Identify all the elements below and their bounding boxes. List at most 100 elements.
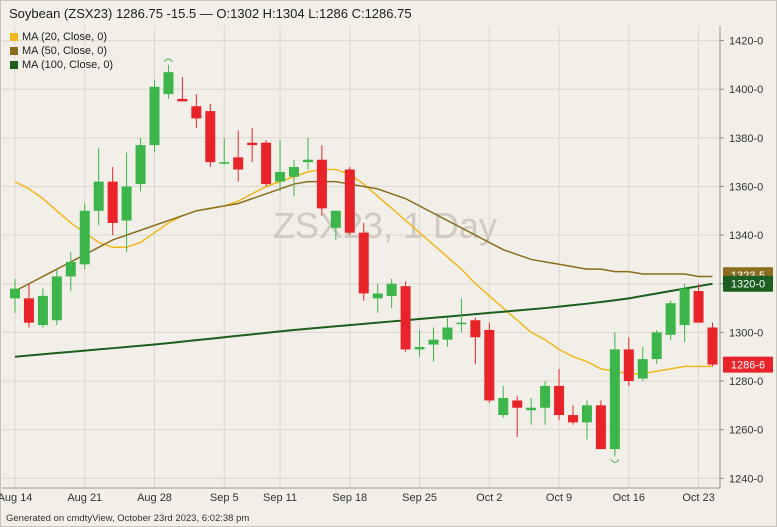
candle (442, 317, 453, 347)
candle (637, 346, 648, 382)
candle-body (121, 186, 132, 221)
candle-body (261, 142, 272, 185)
candle-body (526, 407, 537, 411)
x-tick-label: Aug 21 (67, 492, 102, 504)
candle (79, 203, 90, 270)
y-tick-label: 1360-0 (729, 181, 763, 193)
candle-body (372, 293, 383, 299)
legend-swatch-ma50 (10, 47, 18, 55)
candle-body (400, 286, 411, 350)
candle-body (51, 276, 62, 321)
chart-legend: MA (20, Close, 0) MA (50, Close, 0) MA (… (10, 31, 113, 73)
x-tick-label: Aug 14 (0, 492, 32, 504)
x-tick-label: Oct 9 (546, 492, 572, 504)
candle (135, 137, 146, 192)
y-tick-label: 1240-0 (729, 473, 763, 485)
y-tick-label: 1340-0 (729, 230, 763, 242)
candle-body (609, 349, 620, 450)
candle (498, 385, 509, 418)
price-tag-bg (723, 356, 773, 373)
candle (651, 329, 662, 364)
candle-body (37, 295, 48, 326)
candle (526, 398, 537, 425)
candle (693, 283, 704, 323)
candle (302, 137, 313, 170)
candle (595, 400, 606, 450)
candle (330, 210, 341, 240)
candle-body (79, 210, 90, 265)
price-tag: 1286-6 (723, 356, 773, 373)
axes: 1240-0 1260-0 1280-0 1300-0 1320-0 1340-0 1360… (0, 26, 763, 504)
candle-body (707, 327, 718, 365)
candle (540, 381, 551, 425)
candle-body (665, 303, 676, 335)
legend-item-ma20[interactable]: MA (20, Close, 0) (10, 31, 113, 43)
x-tick-label: Oct 16 (613, 492, 645, 504)
candle-body (568, 415, 578, 423)
candle-body (651, 332, 662, 360)
candle-body (484, 329, 495, 401)
ma100-line (14, 282, 713, 358)
candle-body (10, 288, 20, 299)
candle-body (693, 291, 704, 323)
x-tick-label: Sep 18 (332, 492, 367, 504)
candle (512, 395, 523, 437)
candle-body (191, 106, 202, 119)
moving-averages (14, 168, 713, 375)
candle-body (247, 142, 258, 146)
candle (665, 300, 676, 340)
candle (149, 79, 160, 153)
candle-body (623, 349, 634, 382)
candle (219, 137, 230, 165)
high-marker (164, 58, 173, 63)
y-tick-label: 1260-0 (729, 425, 763, 437)
candle-body (442, 327, 453, 340)
candle-body (233, 157, 244, 170)
candle-body (386, 283, 397, 296)
candle (679, 283, 690, 343)
candle (372, 283, 383, 313)
candle-body (540, 385, 551, 408)
candle (581, 400, 592, 440)
y-tick-label: 1400-0 (729, 84, 763, 96)
candle-body (219, 162, 230, 164)
legend-item-ma50[interactable]: MA (50, Close, 0) (10, 45, 113, 57)
candles (10, 58, 718, 463)
candle (177, 77, 188, 102)
candle (386, 278, 397, 309)
candle-body (679, 288, 690, 326)
candle-body (358, 232, 369, 294)
candle-body (456, 322, 467, 325)
candle-body (330, 210, 341, 228)
candle-body (344, 169, 355, 233)
candle (428, 327, 439, 362)
legend-label-ma50: MA (50, Close, 0) (22, 45, 107, 57)
candle (51, 269, 62, 326)
candle-body (65, 261, 76, 277)
price-tag-label: 1320-0 (731, 279, 765, 291)
candle (275, 140, 286, 192)
candle (554, 368, 565, 420)
candle-body (135, 145, 146, 185)
candle-body (316, 159, 327, 209)
price-tag-bg (723, 275, 773, 292)
candle-body (554, 385, 565, 416)
y-tick-label: 1280-0 (729, 376, 763, 388)
legend-item-ma100[interactable]: MA (100, Close, 0) (10, 59, 113, 71)
candle (623, 337, 634, 386)
candle (10, 278, 20, 313)
chart-title: Soybean (ZSX23) 1286.75 -15.5 — O:1302 H… (9, 6, 412, 21)
candle-body (23, 298, 34, 323)
chart-watermark: ZSX23, 1 Day (273, 205, 497, 246)
candle-body (177, 98, 188, 102)
candle (23, 283, 34, 328)
candle-body (93, 181, 104, 211)
candle-body (498, 398, 509, 416)
candle (93, 147, 104, 226)
candle (568, 405, 578, 425)
candle (316, 145, 327, 216)
candle-body (581, 405, 592, 423)
candle (456, 298, 467, 333)
